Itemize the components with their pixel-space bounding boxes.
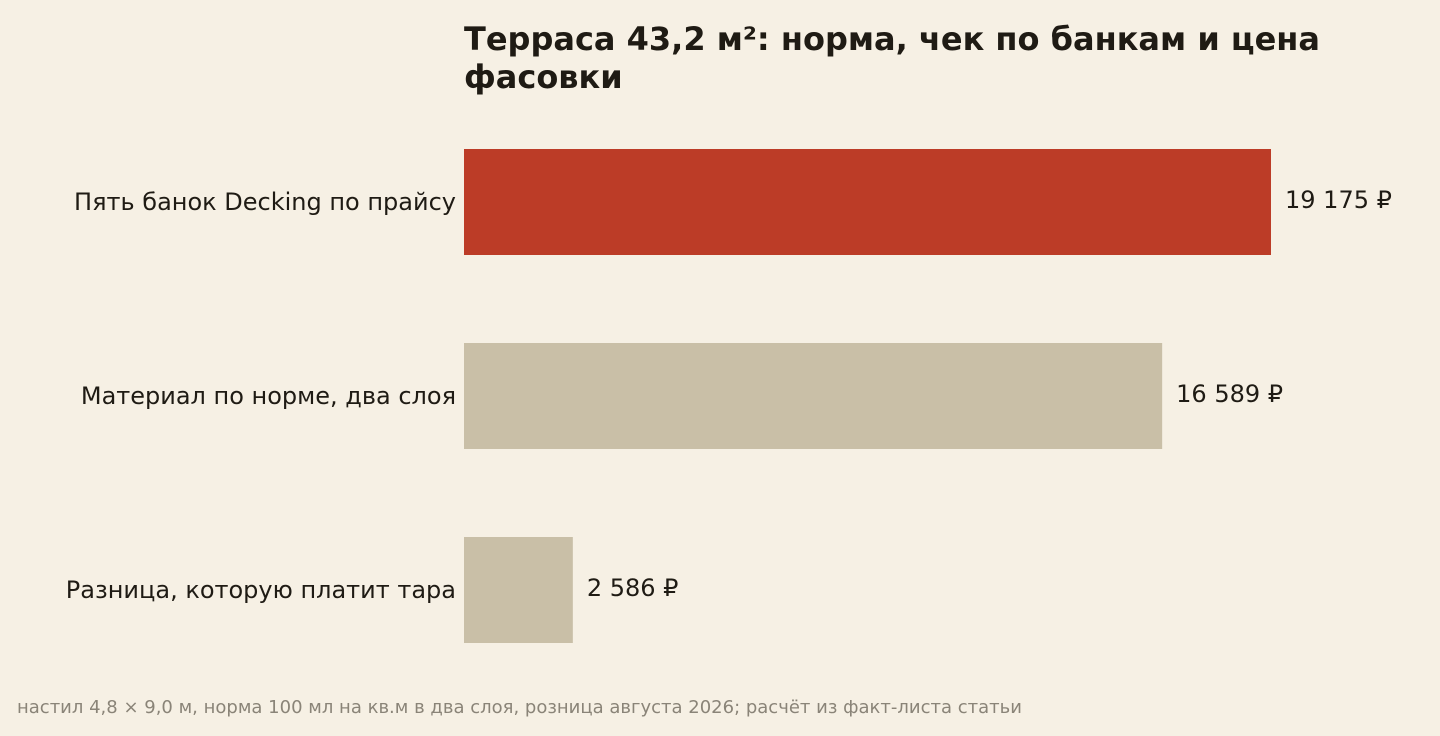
- value-label-1: 19 175 ₽: [1285, 186, 1392, 214]
- category-label-1: Пять банок Decking по прайсу: [74, 188, 456, 216]
- chart-title: Терраса 43,2 м²: норма, чек по банкам и …: [464, 20, 1320, 96]
- bar-1: [464, 149, 1271, 255]
- category-label-2: Материал по норме, два слоя: [81, 382, 456, 410]
- category-label-3: Разница, которую платит тара: [66, 576, 456, 604]
- value-label-3: 2 586 ₽: [587, 574, 679, 602]
- bar-3: [464, 537, 573, 643]
- value-label-2: 16 589 ₽: [1176, 380, 1283, 408]
- bar-2: [464, 343, 1163, 449]
- chart-footnote: настил 4,8 × 9,0 м, норма 100 мл на кв.м…: [17, 697, 1022, 718]
